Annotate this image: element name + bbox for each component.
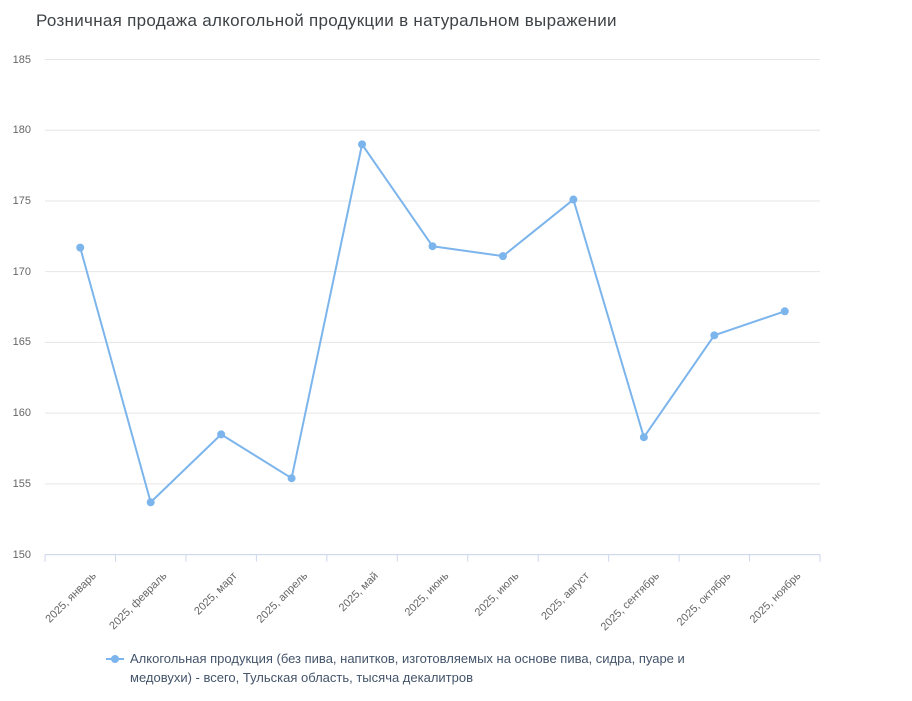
data-point-marker[interactable]: [217, 430, 226, 439]
legend-series-marker-icon: [106, 650, 124, 668]
data-point-marker[interactable]: [428, 242, 437, 251]
data-point-marker[interactable]: [76, 243, 85, 252]
y-axis-label: 150: [12, 548, 31, 561]
legend-label: Алкогольная продукция (без пива, напитко…: [130, 651, 685, 685]
data-point-marker[interactable]: [498, 252, 507, 261]
data-point-marker[interactable]: [710, 331, 719, 340]
data-point-marker[interactable]: [639, 433, 648, 442]
y-axis-label: 185: [12, 53, 31, 66]
y-axis-label: 170: [12, 265, 31, 278]
series-line: [79, 143, 786, 504]
y-axis-label: 160: [12, 407, 31, 420]
data-point-marker[interactable]: [358, 140, 367, 149]
y-axis-label: 175: [12, 194, 31, 207]
y-axis-label: 180: [12, 124, 31, 137]
data-point-marker[interactable]: [146, 498, 155, 507]
y-axis-label: 165: [12, 336, 31, 349]
data-point-marker[interactable]: [287, 474, 296, 483]
legend-item[interactable]: Алкогольная продукция (без пива, напитко…: [106, 649, 708, 687]
y-axis-label: 155: [12, 477, 31, 490]
data-point-marker[interactable]: [569, 195, 578, 204]
data-point-marker[interactable]: [780, 307, 789, 316]
chart-title: Розничная продажа алкогольной продукции …: [36, 11, 617, 30]
